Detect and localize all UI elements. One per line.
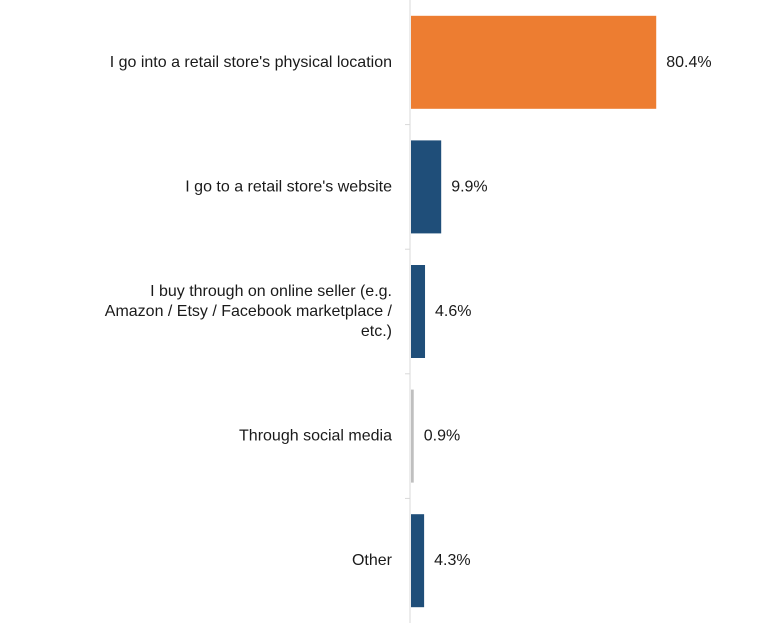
category-labels: I go into a retail store's physical loca…	[105, 54, 393, 569]
category-label: I buy through on online seller (e.g. Amaz…	[105, 283, 393, 340]
bar	[411, 140, 442, 234]
value-labels: 80.4% 9.9% 4.6% 0.9% 4.3%	[424, 54, 712, 569]
data-label: 0.9%	[424, 428, 460, 445]
category-label: I go into a retail store's physical loca…	[110, 54, 392, 71]
category-label: Through social media	[239, 428, 392, 445]
data-label: 4.6%	[435, 303, 471, 320]
category-label: Other	[352, 552, 393, 569]
bar	[411, 514, 425, 608]
category-axis	[405, 0, 411, 623]
bar	[411, 389, 414, 483]
category-label: I go to a retail store's website	[185, 178, 392, 195]
data-label: 9.9%	[451, 178, 487, 195]
bar	[411, 265, 426, 358]
data-label: 80.4%	[666, 54, 711, 71]
bar	[411, 15, 657, 109]
data-label: 4.3%	[434, 552, 470, 569]
bars-group	[411, 15, 657, 608]
